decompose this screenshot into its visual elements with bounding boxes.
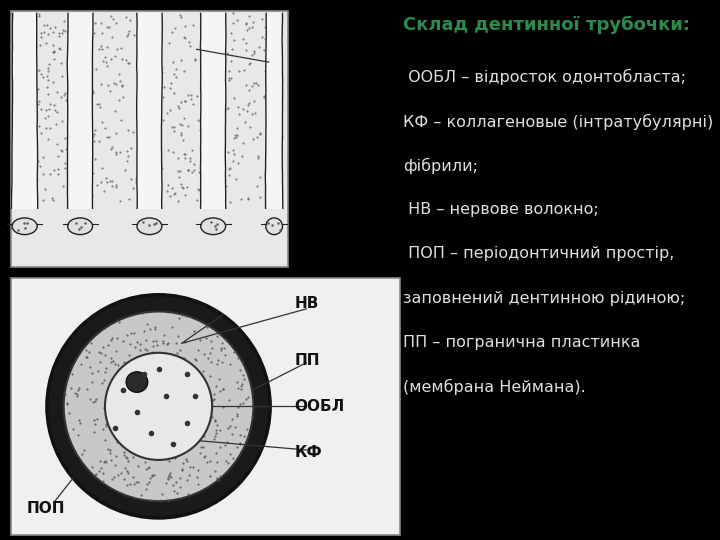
- Bar: [11, 11, 288, 267]
- Polygon shape: [200, 14, 226, 208]
- Text: ПОП – періодонтичний простір,: ПОП – періодонтичний простір,: [403, 246, 675, 261]
- Ellipse shape: [47, 295, 270, 518]
- Text: ПОП: ПОП: [27, 502, 65, 516]
- Text: Склад дентинної трубочки:: Склад дентинної трубочки:: [403, 16, 690, 35]
- Text: (мембрана Неймана).: (мембрана Неймана).: [403, 379, 586, 395]
- Text: НВ – нервове волокно;: НВ – нервове волокно;: [403, 202, 599, 217]
- Ellipse shape: [201, 218, 225, 234]
- Polygon shape: [266, 14, 283, 208]
- Ellipse shape: [68, 218, 93, 234]
- Text: ООБЛ: ООБЛ: [294, 399, 345, 414]
- Ellipse shape: [63, 312, 253, 501]
- Text: КФ: КФ: [294, 445, 323, 460]
- Polygon shape: [12, 14, 37, 208]
- Text: ООБЛ – відросток одонтобласта;: ООБЛ – відросток одонтобласта;: [403, 69, 686, 85]
- Ellipse shape: [137, 218, 162, 234]
- Ellipse shape: [12, 218, 37, 234]
- Text: НВ: НВ: [294, 296, 319, 311]
- Ellipse shape: [266, 218, 282, 234]
- Bar: [11, 278, 400, 535]
- Ellipse shape: [126, 372, 148, 392]
- Polygon shape: [137, 14, 162, 208]
- Text: фібрили;: фібрили;: [403, 158, 478, 174]
- Text: ПП: ПП: [294, 353, 320, 368]
- Ellipse shape: [105, 353, 212, 460]
- Text: КФ – коллагеновые (інтратубулярні): КФ – коллагеновые (інтратубулярні): [403, 113, 714, 130]
- Text: ПП – погранична пластинка: ПП – погранична пластинка: [403, 335, 641, 350]
- Polygon shape: [67, 14, 93, 208]
- Text: заповнений дентинною рідиною;: заповнений дентинною рідиною;: [403, 291, 685, 306]
